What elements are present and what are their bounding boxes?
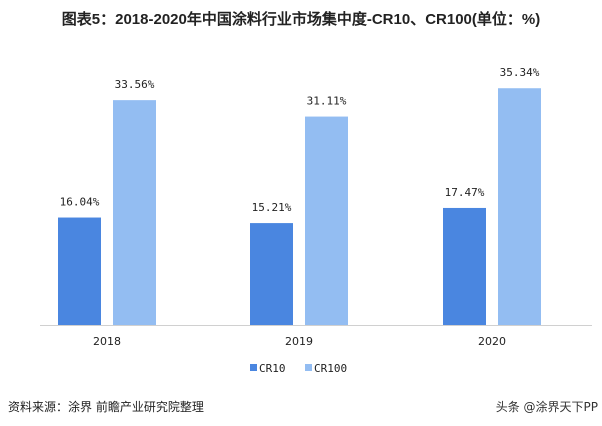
x-tick-label: 2019 — [285, 335, 313, 348]
legend-swatch — [250, 364, 257, 371]
bar-cr10-2018 — [58, 217, 101, 325]
data-label: 31.11% — [307, 95, 347, 108]
data-label: 16.04% — [60, 196, 100, 209]
data-label: 17.47% — [445, 186, 485, 199]
data-label: 15.21% — [252, 201, 292, 214]
data-label: 35.34% — [500, 66, 540, 79]
x-tick-label: 2018 — [93, 335, 121, 348]
bar-cr100-2018 — [113, 100, 156, 325]
bar-cr100-2020 — [498, 88, 541, 325]
legend-label: CR100 — [314, 362, 347, 375]
bar-cr10-2019 — [250, 223, 293, 325]
data-label: 33.56% — [115, 78, 155, 91]
chart-title: 图表5：2018-2020年中国涂料行业市场集中度-CR10、CR100(单位：… — [61, 11, 541, 28]
watermark: 头条 @涂界天下PP — [495, 400, 598, 414]
source-note: 资料来源：涂界 前瞻产业研究院整理 — [8, 400, 204, 414]
x-tick-label: 2020 — [478, 335, 506, 348]
legend-label: CR10 — [259, 362, 286, 375]
bar-cr10-2020 — [443, 207, 486, 325]
bar-cr100-2019 — [305, 116, 348, 325]
legend-swatch — [305, 364, 312, 371]
